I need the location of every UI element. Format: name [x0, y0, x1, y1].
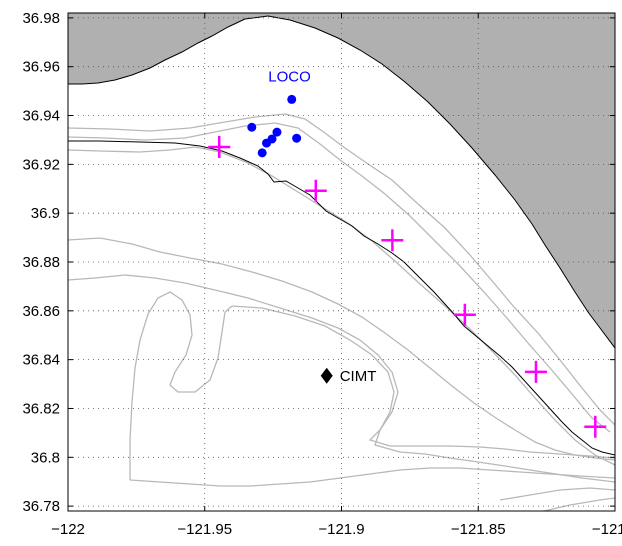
cimt-marker	[320, 367, 333, 384]
contour-line	[499, 487, 615, 501]
cimt-diamond	[320, 367, 333, 384]
y-tick-label: 36.94	[22, 108, 60, 125]
contour-line	[68, 113, 615, 426]
loco-label: LOCO	[268, 68, 311, 85]
loco-point	[287, 94, 297, 104]
y-tick-label: 36.9	[31, 205, 60, 222]
bathymetry-contours	[68, 113, 615, 511]
y-tick-label: 36.92	[22, 156, 60, 173]
x-tick-label: −121.85	[451, 521, 506, 538]
loco-point	[262, 138, 272, 148]
contour-line	[68, 237, 615, 461]
loco-moorings	[247, 94, 302, 158]
x-tick-label: −121.9	[318, 521, 364, 538]
station-cross	[524, 360, 547, 383]
contour-line	[129, 467, 615, 487]
station-crosses	[208, 136, 607, 438]
station-cross	[381, 229, 404, 252]
contour-line	[129, 291, 615, 483]
land-area	[68, 13, 615, 349]
station-cross	[584, 415, 607, 438]
station-cross	[208, 136, 231, 159]
station-cross	[453, 303, 476, 326]
loco-point	[257, 148, 267, 158]
grid-lines	[68, 13, 615, 511]
y-tick-label: 36.96	[22, 59, 60, 76]
loco-point	[292, 133, 302, 143]
y-tick-label: 36.84	[22, 352, 60, 369]
y-tick-label: 36.8	[31, 449, 60, 466]
station-cross	[304, 179, 327, 202]
loco-point	[247, 122, 257, 132]
axis-ticks: −122 −121.95 −121.9 −121.85 −121.8 36.78 36.8 3…	[22, 10, 622, 538]
y-tick-label: 36.82	[22, 400, 60, 417]
y-tick-label: 36.98	[22, 10, 60, 27]
y-tick-label: 36.78	[22, 498, 60, 515]
x-tick-label: −121.95	[177, 521, 232, 538]
contour-line	[541, 497, 615, 511]
y-tick-label: 36.88	[22, 254, 60, 271]
x-tick-label: −122	[51, 521, 85, 538]
y-tick-label: 36.86	[22, 303, 60, 320]
contour-line	[68, 274, 615, 459]
loco-point	[272, 127, 282, 137]
plot-frame	[67, 12, 616, 512]
x-tick-label: −121.8	[592, 521, 622, 538]
cimt-label: CIMT	[340, 368, 377, 385]
contour-line	[68, 122, 611, 433]
